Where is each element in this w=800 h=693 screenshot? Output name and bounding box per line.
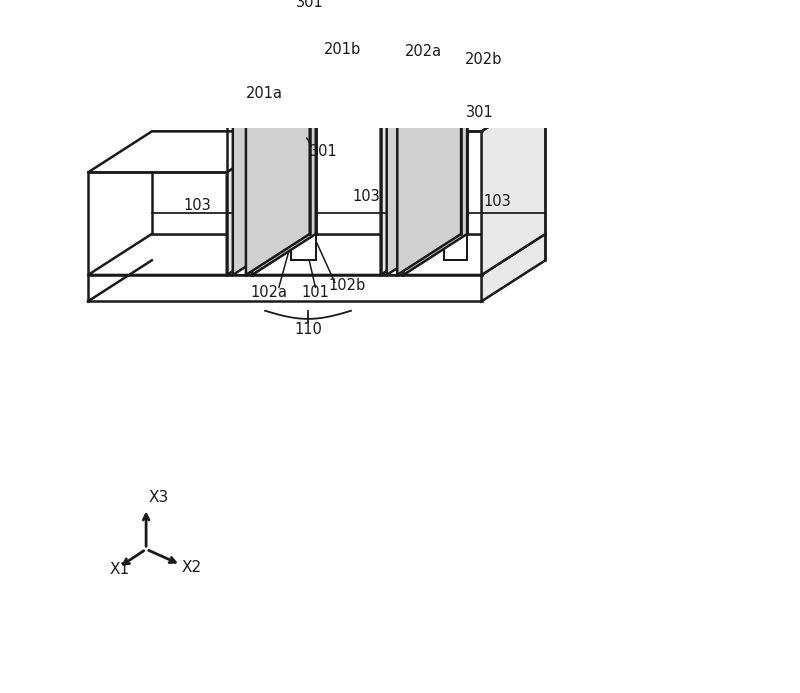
Text: 103: 103 [483,194,511,209]
Polygon shape [226,32,297,73]
Text: 102a: 102a [250,285,288,300]
Text: 103: 103 [352,189,380,204]
Text: 201b: 201b [324,42,361,57]
Text: X3: X3 [149,490,169,505]
Text: 202b: 202b [465,52,502,67]
Polygon shape [461,0,467,234]
Polygon shape [381,32,445,275]
Polygon shape [445,0,450,234]
Polygon shape [398,0,467,17]
Polygon shape [403,90,546,132]
Polygon shape [450,0,461,234]
Polygon shape [445,234,467,261]
Text: 202a: 202a [406,44,442,59]
Polygon shape [246,32,316,73]
Polygon shape [310,32,316,234]
Polygon shape [233,32,297,275]
Polygon shape [226,132,290,275]
Polygon shape [233,32,310,73]
Polygon shape [290,234,316,261]
Polygon shape [386,0,450,275]
Polygon shape [381,0,450,17]
Text: 301: 301 [310,143,338,159]
Polygon shape [482,234,546,301]
Polygon shape [482,90,546,275]
Text: 103: 103 [183,198,211,213]
Text: 110: 110 [294,322,322,337]
Text: 201a: 201a [246,86,282,100]
Polygon shape [290,32,297,234]
Polygon shape [403,0,467,275]
Text: X2: X2 [182,559,202,574]
Polygon shape [381,234,467,275]
Polygon shape [316,32,445,234]
Polygon shape [252,32,445,73]
Polygon shape [226,234,316,275]
Polygon shape [467,90,546,234]
Text: 301: 301 [296,0,323,10]
Text: 102b: 102b [328,279,366,293]
Polygon shape [88,132,290,173]
Polygon shape [297,32,310,234]
Polygon shape [152,132,290,234]
Text: X1: X1 [110,563,130,577]
Polygon shape [246,32,310,275]
Text: 101: 101 [302,285,330,300]
Text: 301: 301 [466,105,494,120]
Polygon shape [88,234,546,275]
Polygon shape [252,32,316,275]
Polygon shape [398,0,461,275]
Polygon shape [386,0,461,17]
Polygon shape [152,234,546,261]
